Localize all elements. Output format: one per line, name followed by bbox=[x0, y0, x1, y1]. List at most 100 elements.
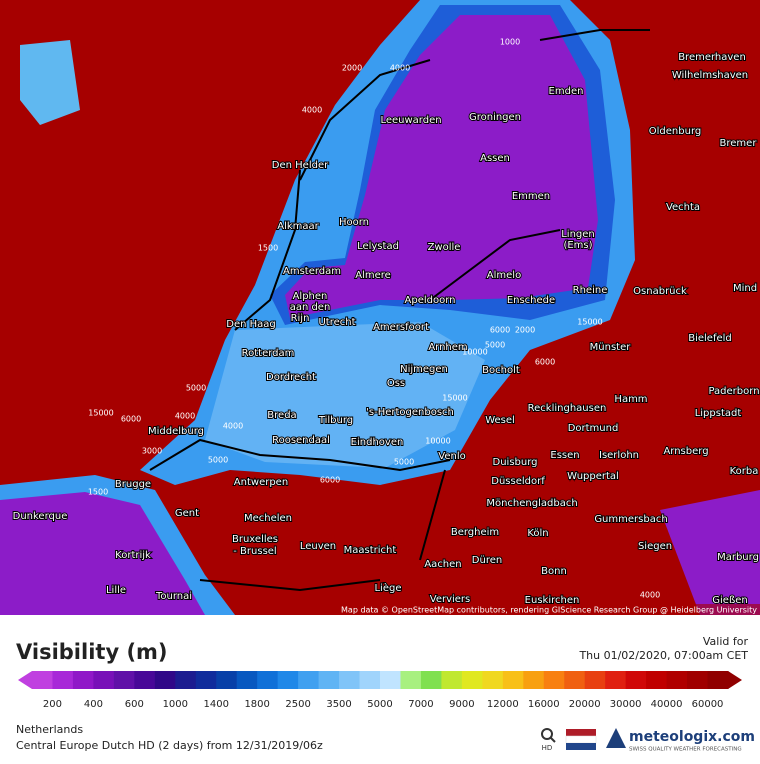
city-label: Marburg bbox=[717, 552, 759, 563]
city-label: Breda bbox=[267, 410, 296, 421]
city-label: Den Helder bbox=[272, 160, 329, 171]
city-label: Bonn bbox=[541, 566, 567, 577]
colorbar-segment bbox=[236, 671, 258, 689]
city-label: Paderborn bbox=[708, 386, 759, 397]
colorbar-tick: 600 bbox=[125, 699, 144, 710]
contour-label: 10000 bbox=[462, 348, 487, 357]
colorbar-tick: 7000 bbox=[408, 699, 433, 710]
city-label: Mönchengladbach bbox=[486, 498, 577, 509]
city-label: Gießen bbox=[712, 595, 747, 606]
city-label: Dortmund bbox=[568, 423, 619, 434]
colorbar-tick: 1400 bbox=[204, 699, 229, 710]
city-label: Dunkerque bbox=[13, 511, 68, 522]
city-label: Emmen bbox=[512, 191, 550, 202]
city-label: Amersfoort bbox=[373, 322, 429, 333]
city-labels: Bremerhaven Wilhelmshaven Emden Leeuwarden G… bbox=[12, 51, 760, 607]
city-label: Lille bbox=[106, 585, 126, 596]
flag bbox=[566, 743, 596, 750]
contour-label: 4000 bbox=[302, 106, 322, 115]
colorbar-segment bbox=[400, 671, 422, 689]
brand: meteologix.com bbox=[629, 729, 755, 745]
city-label: Arnsberg bbox=[663, 446, 708, 457]
city-label: Nijmegen bbox=[400, 364, 448, 375]
colorbar-arrow bbox=[728, 671, 742, 689]
city-label: Gent bbox=[175, 508, 199, 519]
city-label: 's-Hertogenbosch bbox=[366, 407, 454, 418]
search-icon[interactable] bbox=[541, 728, 553, 740]
colorbar-segment bbox=[380, 671, 401, 689]
model: Central Europe Dutch HD (2 days) from 12… bbox=[16, 739, 323, 752]
colorbar-segment bbox=[93, 671, 115, 689]
colorbar-segment bbox=[543, 671, 565, 689]
colorbar-segment bbox=[52, 671, 74, 689]
region: Netherlands bbox=[16, 723, 83, 736]
contour-label: 5000 bbox=[394, 458, 414, 467]
colorbar-segment bbox=[666, 671, 688, 689]
colorbar-segment bbox=[216, 671, 238, 689]
contour-label: 4000 bbox=[175, 412, 195, 421]
city-label: Lippstadt bbox=[695, 408, 742, 419]
search-icon bbox=[550, 737, 556, 743]
city-label: Bremer bbox=[720, 138, 758, 149]
city-label: Korba bbox=[730, 466, 759, 477]
colorbar-segment bbox=[687, 671, 709, 689]
city-label: Apeldoorn bbox=[405, 295, 456, 306]
colorbar-segment bbox=[646, 671, 668, 689]
city-label: Amsterdam bbox=[283, 266, 341, 277]
colorbar-segment bbox=[318, 671, 340, 689]
fog-area bbox=[660, 490, 760, 615]
colorbar-segment bbox=[257, 671, 279, 689]
colorbar-tick: 16000 bbox=[528, 699, 560, 710]
colorbar-arrow bbox=[18, 671, 32, 689]
colorbar-tick: 20000 bbox=[569, 699, 601, 710]
contour-label: 5000 bbox=[208, 456, 228, 465]
city-label: Utrecht bbox=[318, 317, 355, 328]
contour-label: 6000 bbox=[121, 415, 141, 424]
city-label: Emden bbox=[549, 86, 584, 97]
city-label: Aachen bbox=[424, 559, 461, 570]
fog-area bbox=[20, 40, 80, 125]
city-label: Gummersbach bbox=[594, 514, 667, 525]
valid-time: Thu 01/02/2020, 07:00am CET bbox=[578, 649, 748, 662]
city-label: Groningen bbox=[469, 112, 521, 123]
city-label: Alkmaar bbox=[277, 221, 319, 232]
city-label: Lingen bbox=[561, 229, 595, 240]
colorbar-segment bbox=[113, 671, 135, 689]
colorbar-segment bbox=[277, 671, 299, 689]
contour-label: 4000 bbox=[390, 64, 410, 73]
city-label: Bielefeld bbox=[688, 333, 732, 344]
coast-line bbox=[234, 169, 301, 331]
city-label: Bremerhaven bbox=[678, 52, 746, 63]
colorbar-tick: 1800 bbox=[244, 699, 269, 710]
colorbar-tick: 5000 bbox=[367, 699, 392, 710]
city-label: Tilburg bbox=[318, 415, 353, 426]
colorbar-tick: 3500 bbox=[326, 699, 351, 710]
city-label: Venlo bbox=[438, 451, 465, 462]
contour-label: 5000 bbox=[485, 341, 505, 350]
city-label: Hoorn bbox=[339, 217, 369, 228]
city-label: Wesel bbox=[485, 415, 515, 426]
city-label: Antwerpen bbox=[234, 477, 288, 488]
attribution: Map data © OpenStreetMap contributors, r… bbox=[341, 606, 757, 615]
city-label: Tournai bbox=[155, 591, 192, 602]
colorbar-segment bbox=[502, 671, 524, 689]
colorbar-segment bbox=[154, 671, 176, 689]
city-label: Roosendaal bbox=[272, 435, 330, 446]
colorbar-segment bbox=[707, 671, 729, 689]
city-label: Osnabrück bbox=[633, 286, 687, 297]
contour-label: 10000 bbox=[425, 437, 450, 446]
city-label: Hamm bbox=[614, 394, 647, 405]
city-label: Duisburg bbox=[493, 457, 538, 468]
city-label: Rijn bbox=[291, 313, 310, 324]
colorbar-segment bbox=[32, 671, 53, 689]
colorbar-segment bbox=[175, 671, 197, 689]
colorbar-segment bbox=[461, 671, 483, 689]
colorbar-segment bbox=[605, 671, 627, 689]
city-label: Den Haag bbox=[226, 319, 276, 330]
city-label: Düsseldorf bbox=[491, 476, 545, 487]
contour-label: 6000 bbox=[535, 358, 555, 367]
colorbar-tick: 40000 bbox=[651, 699, 683, 710]
city-label: Düren bbox=[472, 555, 502, 566]
contour-label: 4000 bbox=[640, 591, 660, 600]
contour-label: 15000 bbox=[442, 394, 467, 403]
